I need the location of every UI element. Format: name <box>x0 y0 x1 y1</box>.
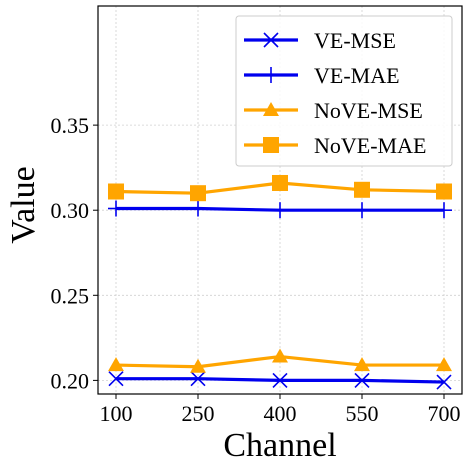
legend-item-ve-mae: VE-MAE <box>244 63 400 88</box>
x-tick-label: 550 <box>346 401 379 426</box>
data-point <box>354 372 370 388</box>
marker-stroke <box>354 372 370 388</box>
data-point <box>108 357 124 372</box>
legend-item-nove-mae: NoVE-MAE <box>244 133 426 158</box>
y-tick-label: 0.35 <box>51 113 90 138</box>
data-point <box>354 181 370 198</box>
legend-label: NoVE-MAE <box>314 133 426 158</box>
data-point <box>108 183 124 200</box>
data-point <box>272 348 288 363</box>
data-point <box>108 200 124 217</box>
data-point <box>190 371 206 387</box>
data-point <box>272 372 288 388</box>
data-point <box>436 374 452 390</box>
legend-item-ve-mse: VE-MSE <box>244 28 396 53</box>
x-tick-label: 250 <box>182 401 215 426</box>
x-tick-label: 100 <box>100 401 133 426</box>
marker-stroke <box>263 32 279 48</box>
data-point <box>354 202 370 219</box>
series-nove-mse <box>108 348 452 373</box>
marker-stroke <box>436 374 452 390</box>
data-point <box>190 200 206 217</box>
legend-label: NoVE-MSE <box>314 98 423 123</box>
legend-label: VE-MAE <box>314 63 400 88</box>
y-tick-label: 0.30 <box>51 198 90 223</box>
marker-stroke <box>108 371 124 387</box>
series-nove-mae <box>108 174 452 202</box>
legend-marker <box>263 67 279 83</box>
data-point <box>190 185 206 202</box>
marker-stroke <box>190 371 206 387</box>
data-point <box>436 357 452 372</box>
series-ve-mae <box>108 200 452 219</box>
series-layer <box>108 174 452 390</box>
series-ve-mse <box>108 371 452 390</box>
legend-marker <box>263 137 279 153</box>
data-point <box>354 357 370 372</box>
legend-box <box>235 15 453 167</box>
legend-item-nove-mse: NoVE-MSE <box>244 98 423 123</box>
data-point <box>272 202 288 219</box>
x-tick-label: 400 <box>264 401 297 426</box>
y-tick-label: 0.25 <box>51 283 90 308</box>
data-point <box>272 174 288 191</box>
legend: VE-MSE VE-MAE NoVE-MSE NoVE-MAE <box>235 15 453 167</box>
legend-marker <box>263 102 279 116</box>
axis-ticks: 100 250 400 550 700 0.20 0.25 0.30 0.35 <box>51 113 461 426</box>
data-point <box>108 371 124 387</box>
x-tick-label: 700 <box>428 401 461 426</box>
data-point <box>436 183 452 200</box>
data-point <box>436 202 452 219</box>
y-axis-label: Value <box>5 166 42 243</box>
marker-stroke <box>272 372 288 388</box>
legend-marker <box>263 32 279 48</box>
legend-label: VE-MSE <box>314 28 396 53</box>
y-tick-label: 0.20 <box>51 368 90 393</box>
x-axis-label: Channel <box>223 427 336 464</box>
data-point <box>190 358 206 373</box>
